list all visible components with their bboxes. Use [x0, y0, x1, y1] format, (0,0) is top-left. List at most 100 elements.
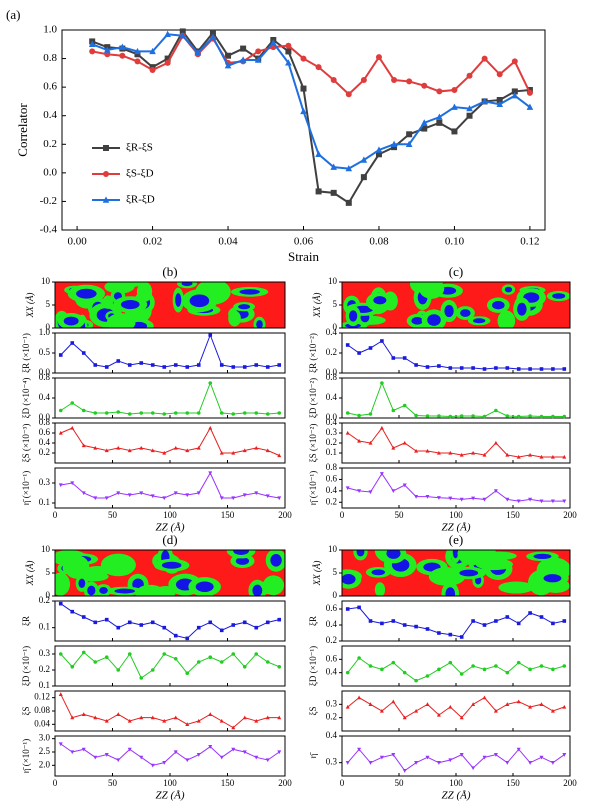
x-tick-label: 0	[53, 510, 58, 520]
marker	[208, 471, 213, 476]
marker	[150, 715, 155, 720]
marker	[505, 414, 510, 418]
marker	[368, 619, 373, 623]
marker	[505, 615, 510, 619]
marker	[420, 119, 428, 126]
marker	[219, 411, 224, 415]
marker	[196, 625, 201, 630]
y-axis-label: ξS	[21, 706, 31, 715]
marker	[406, 78, 413, 85]
marker	[231, 623, 236, 627]
marker	[242, 715, 247, 720]
marker	[173, 363, 178, 367]
plot-frame	[54, 735, 286, 777]
marker	[345, 343, 350, 347]
marker	[70, 341, 75, 345]
contour-blob	[533, 553, 552, 559]
x-tick-label: 100	[163, 778, 177, 788]
contour-map	[55, 282, 285, 328]
marker	[391, 144, 398, 151]
marker	[231, 412, 236, 416]
y-tick-label: 0.1	[39, 622, 50, 632]
marker	[127, 718, 132, 723]
marker	[448, 660, 453, 665]
marker	[173, 445, 178, 450]
plot-frame	[54, 332, 286, 374]
y-tick-label: 0.4	[326, 392, 338, 402]
marker	[164, 55, 171, 62]
contour-blob	[109, 282, 143, 288]
marker	[406, 131, 413, 138]
marker	[139, 411, 144, 415]
marker	[436, 113, 443, 120]
x-tick-label: 0.00	[67, 236, 87, 248]
marker	[402, 670, 407, 675]
marker	[516, 367, 521, 371]
y-tick-label: 0.0	[39, 412, 51, 422]
contour-blob	[342, 574, 356, 585]
x-tick-label: 0.10	[445, 236, 465, 248]
marker	[357, 438, 362, 443]
panel-label: (b)	[162, 264, 177, 279]
marker	[300, 55, 307, 62]
marker	[425, 702, 430, 706]
contour-map	[55, 550, 285, 596]
marker	[139, 676, 144, 680]
y-axis-label: ξS (×10⁻²)	[308, 424, 318, 463]
marker	[391, 699, 396, 704]
marker	[505, 452, 510, 457]
marker	[70, 715, 75, 720]
x-tick-label: 100	[449, 778, 463, 788]
contour-blob	[374, 582, 386, 596]
marker	[88, 40, 96, 47]
contour-blob	[492, 300, 505, 310]
contour-blob	[78, 578, 86, 588]
marker	[496, 97, 503, 103]
marker	[526, 89, 533, 96]
marker	[185, 493, 190, 498]
contour-blob	[460, 309, 471, 317]
marker	[482, 414, 487, 419]
marker	[81, 615, 86, 619]
y-tick-label: 0.12	[34, 692, 50, 702]
marker	[196, 491, 201, 496]
contour-blob	[252, 584, 263, 596]
series-line	[347, 381, 565, 418]
marker	[505, 761, 510, 765]
marker	[254, 411, 259, 415]
contour-blob	[427, 314, 441, 326]
marker	[242, 365, 247, 369]
marker	[448, 704, 453, 709]
marker	[219, 755, 224, 760]
y-tick-label: 5	[46, 567, 51, 577]
x-tick-label: 50	[108, 510, 118, 520]
marker	[551, 414, 555, 419]
marker	[162, 496, 167, 501]
y-tick-label: 0.0	[43, 166, 57, 178]
marker	[436, 119, 443, 126]
marker	[539, 367, 544, 371]
y-axis-label: ξR	[21, 616, 31, 626]
y-tick-label: 1.0	[39, 327, 51, 337]
marker	[58, 483, 63, 488]
marker	[425, 674, 430, 678]
y-tick-label: 0.2	[326, 437, 337, 447]
marker	[89, 48, 96, 55]
y-axis-label: XX (Å)	[312, 561, 322, 587]
contour-blob	[106, 313, 136, 328]
x-tick-label: 50	[395, 778, 405, 788]
plot-frame	[341, 600, 571, 642]
marker	[414, 448, 419, 453]
contour-blob	[161, 561, 182, 569]
marker	[254, 491, 259, 496]
marker	[360, 174, 367, 181]
marker	[103, 46, 111, 53]
marker	[93, 715, 98, 720]
marker	[375, 146, 383, 153]
marker	[496, 71, 503, 78]
marker	[562, 753, 567, 757]
y-axis-label: ξD (×10⁻²)	[308, 378, 318, 418]
series-line	[60, 471, 280, 499]
marker	[58, 353, 63, 357]
marker	[448, 758, 453, 763]
